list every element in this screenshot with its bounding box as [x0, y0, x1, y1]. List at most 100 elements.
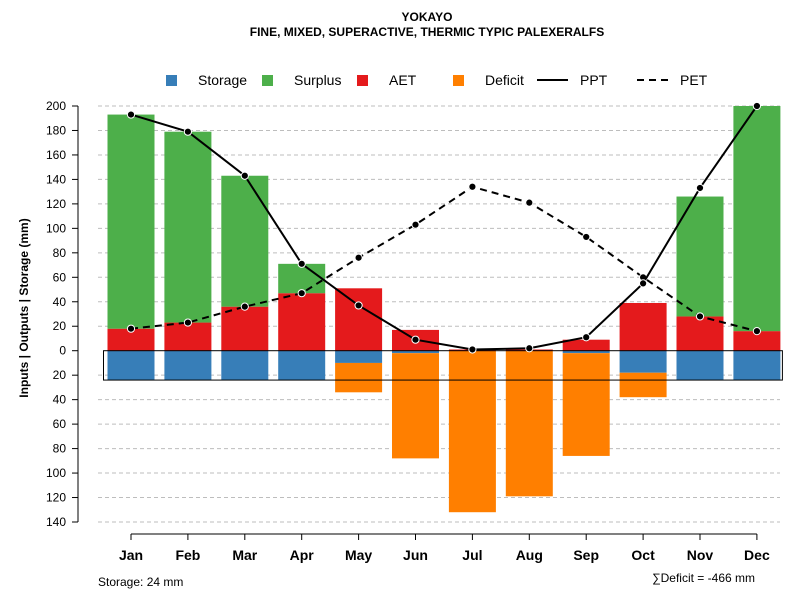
y-tick-label: 20 — [53, 368, 67, 382]
x-tick-label-feb: Feb — [175, 547, 200, 563]
x-tick-label-nov: Nov — [687, 547, 714, 563]
pet-point — [582, 232, 591, 242]
ppt-point — [411, 335, 420, 344]
pet-line — [130, 185, 758, 333]
pet-point — [240, 302, 249, 311]
legend-label-aet: AET — [389, 72, 417, 88]
aet-bar — [335, 288, 383, 351]
storage-bar — [676, 350, 724, 381]
aet-bar — [619, 302, 667, 351]
y-tick-label: 140 — [46, 515, 66, 529]
aet-bar — [278, 293, 326, 351]
aet-bar — [676, 316, 724, 351]
storage-bar — [221, 350, 269, 381]
grid-lines — [98, 105, 780, 523]
ppt-line — [130, 105, 758, 351]
x-tick-label-aug: Aug — [516, 547, 543, 563]
pet-point — [752, 327, 762, 336]
storage-bar — [562, 350, 610, 354]
deficit-bar — [392, 353, 439, 459]
y-tick-label: 80 — [53, 442, 67, 456]
y-axis-label: Inputs | Outputs | Storage (mm) — [17, 218, 31, 397]
y-tick-label: 180 — [46, 123, 66, 137]
surplus-bar — [278, 263, 326, 294]
surplus-bar — [221, 175, 269, 307]
ppt-point — [183, 127, 192, 136]
legend: Storage Surplus AET Deficit PPT PET — [166, 72, 708, 88]
ppt-point — [126, 110, 136, 119]
x-tick-label-dec: Dec — [744, 547, 770, 563]
pet-point — [297, 289, 306, 298]
aet-bar — [107, 328, 155, 351]
deficit-note: ∑Deficit = -466 mm — [652, 571, 755, 585]
legend-label-ppt: PPT — [580, 72, 608, 88]
pet-point — [126, 324, 136, 333]
ppt-point — [525, 344, 534, 353]
deficit-bar — [335, 362, 383, 393]
pet-point — [695, 312, 705, 321]
x-tick-label-sep: Sep — [573, 547, 599, 563]
x-tick-label-jun: Jun — [403, 547, 428, 563]
x-tick-label-may: May — [345, 547, 372, 563]
ppt-point — [752, 101, 762, 111]
x-tick-label-apr: Apr — [290, 547, 315, 563]
pet-point — [411, 220, 420, 229]
aet-bar — [164, 322, 212, 351]
x-tick-label-jan: Jan — [119, 547, 143, 563]
y-tick-label: 60 — [53, 270, 67, 284]
legend-swatch-storage — [166, 75, 177, 86]
storage-note: Storage: 24 mm — [98, 575, 183, 589]
storage-bar — [107, 350, 155, 381]
aet-bar — [562, 339, 610, 351]
x-axis: Jan Feb Mar Apr May Jun Jul Aug Sep Oct Nov Dec — [119, 533, 770, 563]
y-tick-label: 0 — [59, 344, 66, 358]
x-tick-label-oct: Oct — [631, 547, 655, 563]
aet-bar — [733, 331, 781, 351]
y-tick-label: 40 — [53, 393, 67, 407]
deficit-bar — [505, 350, 553, 497]
y-tick-label: 80 — [53, 246, 67, 260]
x-tick-label-mar: Mar — [232, 547, 257, 563]
storage-bar — [278, 350, 326, 381]
deficit-bar — [562, 353, 610, 456]
ppt-point — [695, 183, 705, 193]
surplus-bar — [164, 131, 212, 323]
y-tick-label: 60 — [53, 417, 67, 431]
surplus-bar — [676, 196, 724, 317]
series-lines — [126, 101, 762, 354]
pet-point — [525, 198, 534, 207]
y-tick-label: 200 — [46, 99, 66, 113]
pet-point — [468, 182, 477, 191]
y-axis: 2001801601401201008060402002040608010012… — [46, 99, 79, 529]
y-tick-label: 100 — [46, 221, 66, 235]
chart-subtitle: FINE, MIXED, SUPERACTIVE, THERMIC TYPIC … — [250, 25, 604, 39]
storage-bar — [392, 350, 439, 354]
ppt-point — [639, 279, 648, 288]
legend-swatch-aet — [357, 75, 368, 86]
ppt-point — [240, 171, 249, 180]
y-tick-label: 140 — [46, 172, 66, 186]
y-tick-label: 100 — [46, 466, 66, 480]
ppt-point — [354, 301, 363, 310]
y-tick-label: 120 — [46, 491, 66, 505]
deficit-bar — [448, 350, 496, 513]
ppt-point — [468, 345, 477, 354]
legend-swatch-surplus — [262, 75, 273, 86]
chart-title: YOKAYO — [402, 10, 453, 24]
y-tick-label: 20 — [53, 319, 67, 333]
y-tick-label: 120 — [46, 197, 66, 211]
y-tick-label: 160 — [46, 148, 66, 162]
aet-bar — [221, 306, 269, 351]
pet-point — [354, 253, 363, 262]
legend-label-pet: PET — [680, 72, 708, 88]
storage-capacity-box — [103, 350, 783, 381]
bars — [107, 106, 781, 513]
legend-swatch-deficit — [453, 75, 464, 86]
storage-bar — [164, 350, 212, 381]
storage-bar — [619, 350, 667, 373]
storage-bar — [335, 350, 383, 363]
y-tick-label: 40 — [53, 295, 67, 309]
legend-label-surplus: Surplus — [294, 72, 341, 88]
storage-bar — [733, 350, 781, 381]
ppt-point — [297, 259, 306, 268]
